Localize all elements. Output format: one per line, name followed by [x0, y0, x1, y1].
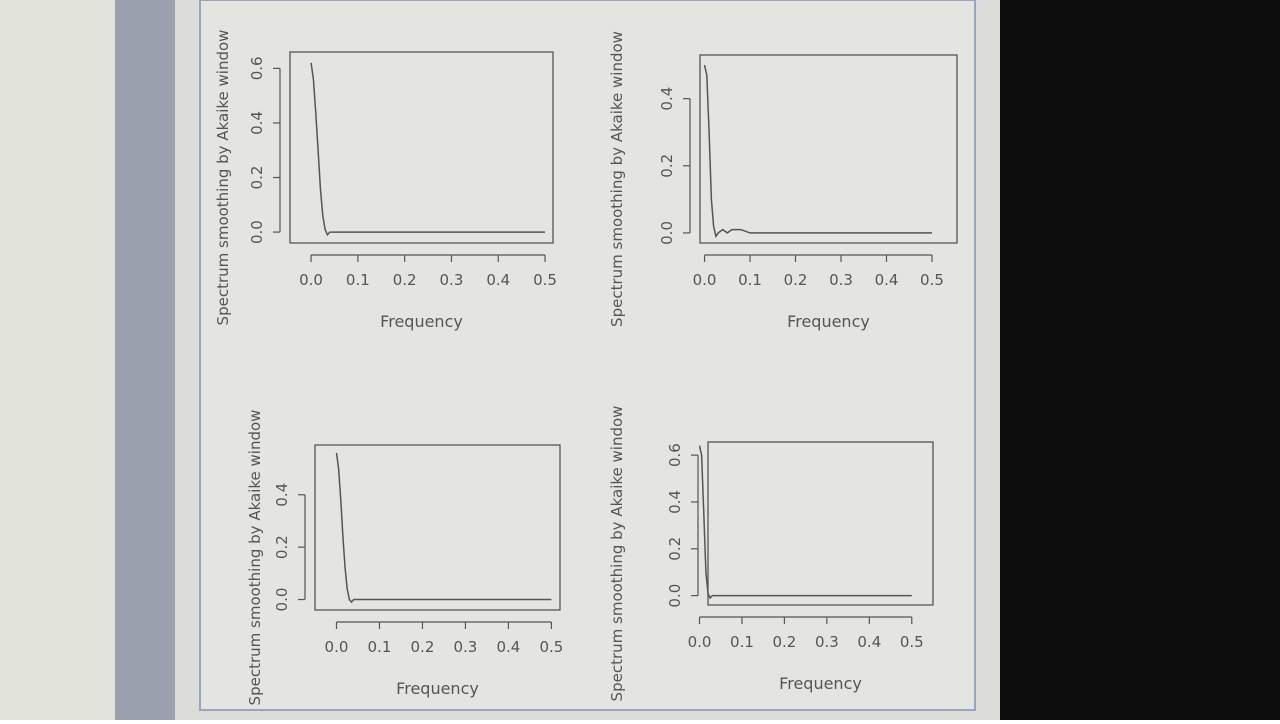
x-axis-label: Frequency: [396, 679, 479, 698]
y-tick-label: 0.4: [666, 490, 684, 514]
y-tick-label: 0.2: [248, 166, 266, 190]
plot-box: [707, 441, 934, 606]
plot-box: [699, 54, 958, 244]
x-tick-label: 0.1: [730, 633, 754, 651]
y-tick-label: 0.0: [248, 220, 266, 244]
y-axis-label: Spectrum smoothing by Akaike window: [246, 410, 264, 706]
y-axis-label: Spectrum smoothing by Akaike window: [608, 406, 626, 702]
plot-box: [314, 444, 561, 611]
x-tick-label: 0.1: [346, 271, 370, 289]
y-tick-label: 0.0: [273, 588, 291, 612]
x-axis-label: Frequency: [779, 674, 862, 693]
plots: 0.0 0.1 0.2 0.3 0.4 0.5 0.0 0.2 0.4 0.6 Frequency S…: [214, 30, 958, 706]
plot: 0.0 0.1 0.2 0.3 0.4 0.5 0.0 0.2 0.4 Frequency Spec…: [246, 410, 563, 706]
x-tick-label: 0.2: [784, 271, 808, 289]
bezel: [1000, 0, 1280, 720]
x-tick-label: 0.2: [772, 633, 796, 651]
x-axis-label: Frequency: [380, 312, 463, 331]
spectrum-line: [703, 64, 932, 239]
plot-device: [199, 0, 976, 711]
y-tick-label: 0.4: [248, 111, 266, 135]
spectrum-line: [310, 62, 545, 237]
x-tick-label: 0.1: [368, 638, 392, 656]
x-tick-label: 0.3: [454, 638, 478, 656]
x-tick-label: 0.4: [496, 638, 520, 656]
x-tick-label: 0.2: [393, 271, 417, 289]
plot: 0.0 0.1 0.2 0.3 0.4 0.5 0.0 0.2 0.4 Frequency Spec…: [608, 31, 958, 331]
x-tick-label: 0.5: [533, 271, 557, 289]
x-tick-label: 0.3: [815, 633, 839, 651]
x-tick-label: 0.0: [693, 271, 717, 289]
y-tick-label: 0.4: [273, 483, 291, 507]
y-tick-label: 0.6: [248, 56, 266, 80]
y-axis-label: Spectrum smoothing by Akaike window: [214, 30, 232, 326]
x-tick-label: 0.4: [486, 271, 510, 289]
y-tick-label: 0.4: [658, 87, 676, 111]
x-tick-label: 0.5: [900, 633, 924, 651]
x-tick-label: 0.5: [539, 638, 563, 656]
x-tick-label: 0.5: [920, 271, 944, 289]
x-tick-label: 0.1: [738, 271, 762, 289]
x-tick-label: 0.0: [299, 271, 323, 289]
x-axis-label: Frequency: [787, 312, 870, 331]
spectrum-line: [335, 452, 552, 604]
x-tick-label: 0.0: [325, 638, 349, 656]
plot: 0.0 0.1 0.2 0.3 0.4 0.5 0.0 0.2 0.4 0.6 Frequency S…: [214, 30, 557, 331]
plot-box: [289, 51, 554, 244]
spectrum-line: [698, 445, 912, 600]
x-tick-label: 0.4: [875, 271, 899, 289]
x-tick-label: 0.2: [411, 638, 435, 656]
x-tick-label: 0.4: [857, 633, 881, 651]
x-tick-label: 0.3: [829, 271, 853, 289]
plot: 0.0 0.1 0.2 0.3 0.4 0.5 0.0 0.2 0.4 0.6 Frequency S…: [608, 406, 934, 702]
y-tick-label: 0.2: [666, 537, 684, 561]
y-tick-label: 0.2: [273, 535, 291, 559]
y-tick-label: 0.0: [666, 584, 684, 608]
x-tick-label: 0.3: [440, 271, 464, 289]
y-tick-label: 0.0: [658, 221, 676, 245]
y-axis-label: Spectrum smoothing by Akaike window: [608, 31, 626, 327]
y-tick-label: 0.2: [658, 154, 676, 178]
y-tick-label: 0.6: [666, 443, 684, 467]
x-tick-label: 0.0: [688, 633, 712, 651]
